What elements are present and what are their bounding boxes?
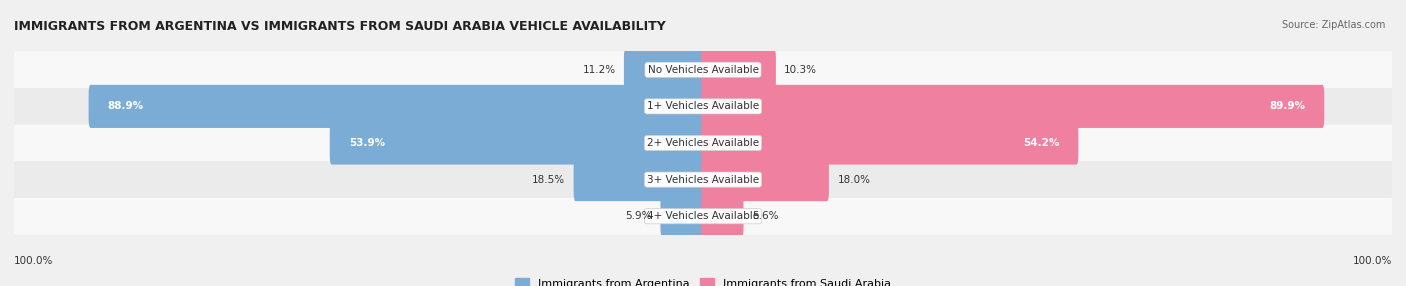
FancyBboxPatch shape — [330, 122, 704, 164]
FancyBboxPatch shape — [702, 122, 1078, 164]
Text: No Vehicles Available: No Vehicles Available — [648, 65, 758, 75]
Text: 18.5%: 18.5% — [531, 175, 565, 184]
FancyBboxPatch shape — [702, 158, 830, 201]
FancyBboxPatch shape — [702, 195, 744, 238]
Text: 100.0%: 100.0% — [14, 256, 53, 266]
Text: 88.9%: 88.9% — [108, 102, 143, 111]
Text: 18.0%: 18.0% — [838, 175, 870, 184]
FancyBboxPatch shape — [14, 125, 1392, 161]
FancyBboxPatch shape — [14, 51, 1392, 88]
Text: 100.0%: 100.0% — [1353, 256, 1392, 266]
Text: IMMIGRANTS FROM ARGENTINA VS IMMIGRANTS FROM SAUDI ARABIA VEHICLE AVAILABILITY: IMMIGRANTS FROM ARGENTINA VS IMMIGRANTS … — [14, 20, 666, 33]
FancyBboxPatch shape — [624, 48, 704, 91]
FancyBboxPatch shape — [661, 195, 704, 238]
Legend: Immigrants from Argentina, Immigrants from Saudi Arabia: Immigrants from Argentina, Immigrants fr… — [510, 274, 896, 286]
Text: 3+ Vehicles Available: 3+ Vehicles Available — [647, 175, 759, 184]
Text: 5.9%: 5.9% — [626, 211, 652, 221]
FancyBboxPatch shape — [574, 158, 704, 201]
Text: Source: ZipAtlas.com: Source: ZipAtlas.com — [1281, 20, 1385, 30]
FancyBboxPatch shape — [14, 88, 1392, 125]
Text: 4+ Vehicles Available: 4+ Vehicles Available — [647, 211, 759, 221]
FancyBboxPatch shape — [702, 48, 776, 91]
Text: 5.6%: 5.6% — [752, 211, 779, 221]
Text: 54.2%: 54.2% — [1022, 138, 1059, 148]
FancyBboxPatch shape — [89, 85, 704, 128]
Text: 1+ Vehicles Available: 1+ Vehicles Available — [647, 102, 759, 111]
FancyBboxPatch shape — [702, 85, 1324, 128]
Text: 11.2%: 11.2% — [582, 65, 616, 75]
FancyBboxPatch shape — [14, 198, 1392, 235]
FancyBboxPatch shape — [14, 161, 1392, 198]
Text: 53.9%: 53.9% — [349, 138, 385, 148]
Text: 89.9%: 89.9% — [1270, 102, 1305, 111]
Text: 2+ Vehicles Available: 2+ Vehicles Available — [647, 138, 759, 148]
Text: 10.3%: 10.3% — [785, 65, 817, 75]
